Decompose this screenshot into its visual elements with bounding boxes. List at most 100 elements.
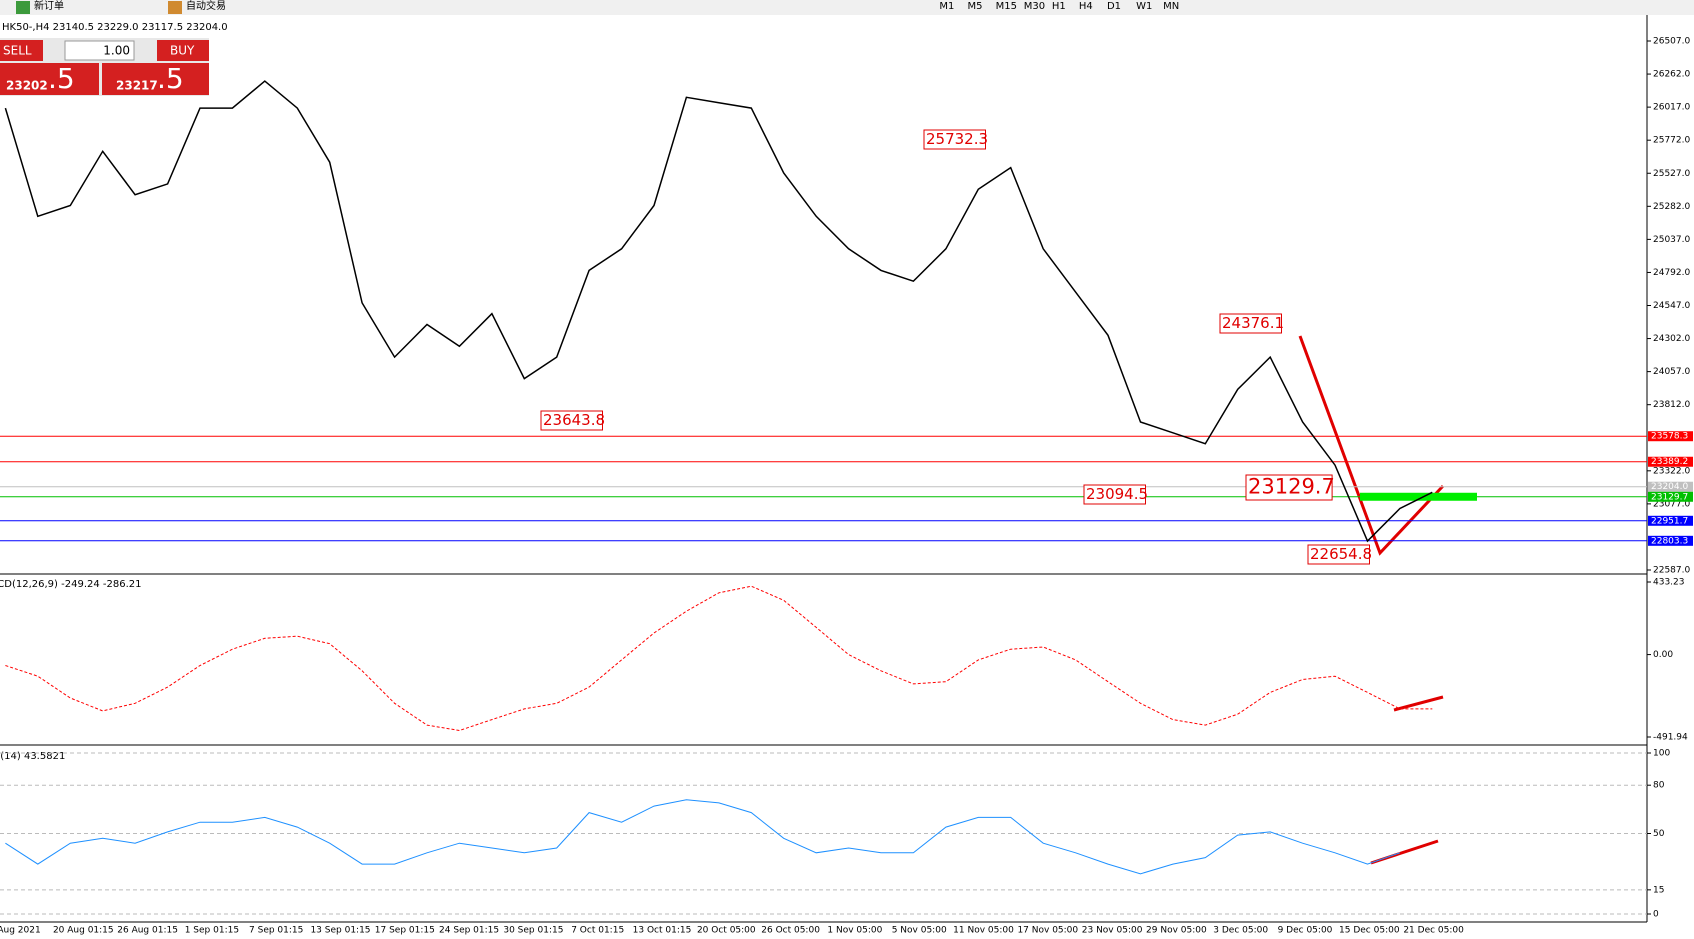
price-annotation: 23129.7 (1248, 475, 1335, 499)
level-tag (1648, 481, 1693, 492)
timeframe-button[interactable]: D1 (1107, 1, 1121, 12)
price-annotation-box (1307, 544, 1370, 565)
price-annotation: 25732.3 (926, 130, 988, 148)
date-label: 1 Sep 01:15 (185, 926, 239, 936)
axis-label: 25772.0 (1653, 136, 1690, 146)
level-tag (1648, 535, 1693, 546)
chart-header: HK50-,H4 23140.5 23229.0 23117.5 23204.0 (2, 22, 228, 33)
ask-box[interactable] (102, 63, 209, 95)
buy-button[interactable] (157, 40, 209, 61)
axis-label: 24792.0 (1653, 268, 1690, 278)
price-annotation: 23643.8 (543, 411, 605, 429)
level-tag (1648, 491, 1693, 502)
axis-label: 433.23 (1653, 578, 1685, 588)
date-label: 1 Nov 05:00 (827, 926, 882, 936)
axis-label: 25527.0 (1653, 169, 1690, 179)
date-label: 29 Nov 05:00 (1146, 926, 1207, 936)
axis-label: 26507.0 (1653, 37, 1690, 47)
axis-label: 0 (1653, 910, 1659, 920)
date-label: 9 Dec 05:00 (1278, 926, 1333, 936)
toolbar (0, 0, 1694, 15)
macd-label: MACD(12,26,9) -249.24 -286.21 (0, 579, 142, 590)
bid-price[interactable]: 23202 (6, 79, 48, 93)
timeframe-button[interactable]: M30 (1024, 1, 1045, 12)
date-label: Aug 2021 (0, 926, 41, 936)
axis-label: 25037.0 (1653, 235, 1690, 245)
timeframe-button[interactable]: MN (1163, 1, 1179, 12)
axis-label: 26262.0 (1653, 70, 1690, 80)
axis-label: 50 (1653, 829, 1665, 839)
date-label: 3 Dec 05:00 (1213, 926, 1268, 936)
level-label: 23204.0 (1651, 482, 1688, 492)
new-order-icon[interactable] (16, 1, 30, 14)
price-annotation-box (923, 129, 986, 150)
date-label: 15 Dec 05:00 (1339, 926, 1400, 936)
level-tag (1648, 431, 1693, 442)
date-label: 5 Nov 05:00 (892, 926, 947, 936)
bid-box[interactable] (0, 63, 99, 95)
sell-label[interactable]: SELL (3, 44, 32, 58)
level-tag (1648, 515, 1693, 526)
lots-value[interactable]: 1.00 (103, 44, 130, 58)
axis-label: 23322.0 (1653, 466, 1690, 476)
price-annotation-box (540, 410, 603, 431)
level-tag (1648, 456, 1693, 467)
date-label: 13 Oct 01:15 (633, 926, 692, 936)
level-label: 23389.2 (1651, 457, 1688, 467)
axis-label: -491.94 (1653, 733, 1688, 743)
axis-label: 100 (1653, 749, 1670, 759)
level-label: 23578.3 (1651, 432, 1688, 442)
axis-label: 23812.0 (1653, 400, 1690, 410)
date-label: 20 Oct 05:00 (697, 926, 756, 936)
order-marker (1360, 492, 1477, 501)
date-label: 20 Aug 01:15 (53, 926, 114, 936)
axis-label: 26017.0 (1653, 103, 1690, 113)
macd-signal (5, 585, 1433, 732)
level-label: 23129.7 (1651, 492, 1688, 502)
date-label: 21 Dec 05:00 (1403, 926, 1464, 936)
auto-trading-button[interactable]: 自动交易 (186, 0, 226, 12)
annotation-arrow (1298, 335, 1445, 556)
axis-label: 25282.0 (1653, 202, 1690, 212)
axis-label: 24302.0 (1653, 334, 1690, 344)
date-label: 13 Sep 01:15 (310, 926, 370, 936)
axis-label: 23077.0 (1653, 499, 1690, 509)
price-annotation: 23094.5 (1086, 485, 1148, 503)
price-annotation-box (1083, 484, 1146, 505)
axis-label: 80 (1653, 781, 1665, 791)
axis-label: 24547.0 (1653, 301, 1690, 311)
price-annotation-box (1245, 474, 1333, 501)
date-label: 11 Nov 05:00 (953, 926, 1014, 936)
timeframe-button[interactable]: W1 (1136, 1, 1152, 12)
ask-pips[interactable]: .5 (157, 62, 184, 95)
sell-button[interactable] (0, 40, 43, 61)
price-annotation: 22654.8 (1310, 545, 1372, 563)
new-order-button[interactable]: 新订单 (34, 0, 64, 12)
date-label: 26 Oct 05:00 (761, 926, 820, 936)
price-annotation-box (1219, 313, 1282, 334)
auto-trading-icon[interactable] (168, 1, 182, 14)
level-label: 22803.3 (1651, 536, 1688, 546)
timeframe-button[interactable]: M15 (996, 1, 1017, 12)
price-line (4, 80, 1433, 543)
timeframe-button[interactable]: M5 (967, 1, 982, 12)
date-label: 7 Sep 01:15 (249, 926, 303, 936)
date-label: 24 Sep 01:15 (439, 926, 499, 936)
timeframe-button[interactable]: M1 (939, 1, 954, 12)
date-label: 17 Sep 01:15 (375, 926, 435, 936)
lots-input[interactable] (64, 40, 135, 61)
timeframe-button[interactable]: H4 (1079, 1, 1093, 12)
trade-panel: SELL 1.00 BUY 23202 .5 23217 .5 (0, 38, 209, 96)
date-label: 17 Nov 05:00 (1017, 926, 1078, 936)
ask-price[interactable]: 23217 (116, 79, 158, 93)
rsi-line (5, 799, 1401, 875)
bid-pips[interactable]: .5 (48, 62, 75, 95)
date-label: 30 Sep 01:15 (503, 926, 563, 936)
buy-label[interactable]: BUY (170, 44, 195, 58)
date-label: 23 Nov 05:00 (1082, 926, 1143, 936)
timeframe-button[interactable]: H1 (1052, 1, 1066, 12)
date-label: 26 Aug 01:15 (117, 926, 178, 936)
price-annotation: 24376.1 (1222, 314, 1284, 332)
axis-label: 0.00 (1653, 650, 1673, 660)
